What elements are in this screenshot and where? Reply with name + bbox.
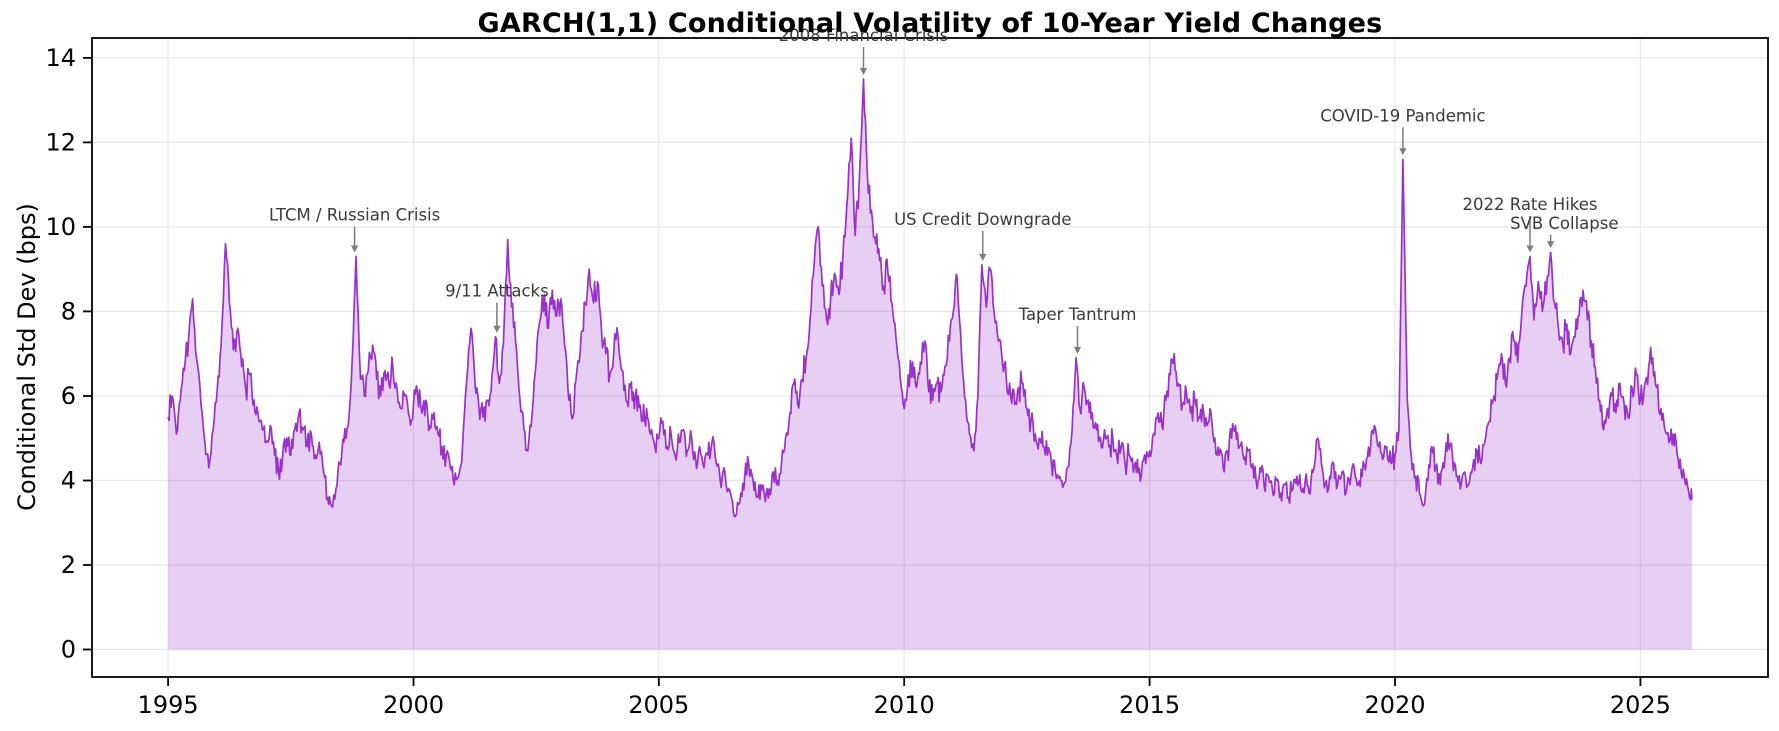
annotation-arrow-head bbox=[1526, 245, 1534, 253]
x-tick-label: 2005 bbox=[628, 691, 689, 719]
annotation-label: 9/11 Attacks bbox=[445, 282, 549, 301]
annotation-label: 2022 Rate Hikes bbox=[1462, 195, 1597, 214]
y-tick-label: 12 bbox=[45, 128, 76, 156]
annotation-arrow-head bbox=[1399, 148, 1407, 156]
annotation-arrow-head bbox=[1547, 241, 1555, 249]
x-tick-label: 2010 bbox=[874, 691, 935, 719]
x-tick-label: 2015 bbox=[1119, 691, 1180, 719]
x-tick-label: 2020 bbox=[1364, 691, 1425, 719]
annotation-label: LTCM / Russian Crisis bbox=[269, 206, 440, 225]
annotation-arrow-head bbox=[979, 253, 987, 261]
x-tick-label: 2000 bbox=[383, 691, 444, 719]
chart-title: GARCH(1,1) Conditional Volatility of 10-… bbox=[477, 8, 1383, 39]
annotation-label: SVB Collapse bbox=[1510, 214, 1618, 233]
y-tick-label: 2 bbox=[61, 551, 76, 579]
annotation-label: US Credit Downgrade bbox=[894, 210, 1071, 229]
annotation-label: Taper Tantrum bbox=[1018, 305, 1137, 324]
y-tick-label: 4 bbox=[61, 467, 76, 495]
plot-border bbox=[91, 37, 1769, 678]
y-tick-label: 14 bbox=[45, 44, 76, 72]
annotation-arrow-head bbox=[351, 245, 359, 253]
annotation-arrow-head bbox=[1073, 346, 1082, 354]
annotation-label: 2008 Financial Crisis bbox=[779, 26, 948, 45]
volatility-line bbox=[167, 78, 1693, 518]
y-tick-label: 8 bbox=[61, 297, 76, 325]
annotation-arrow-head bbox=[859, 68, 868, 75]
annotation-arrow-head bbox=[493, 325, 501, 333]
y-axis-label: Conditional Std Dev (bps) bbox=[13, 203, 41, 511]
y-tick-label: 10 bbox=[45, 213, 76, 241]
x-tick-label: 1995 bbox=[138, 691, 199, 719]
x-tick-label: 2025 bbox=[1610, 691, 1671, 719]
y-tick-label: 0 bbox=[61, 636, 76, 664]
annotation-label: COVID-19 Pandemic bbox=[1320, 106, 1485, 125]
volatility-area-fill bbox=[168, 79, 1692, 650]
y-tick-label: 6 bbox=[61, 382, 76, 410]
